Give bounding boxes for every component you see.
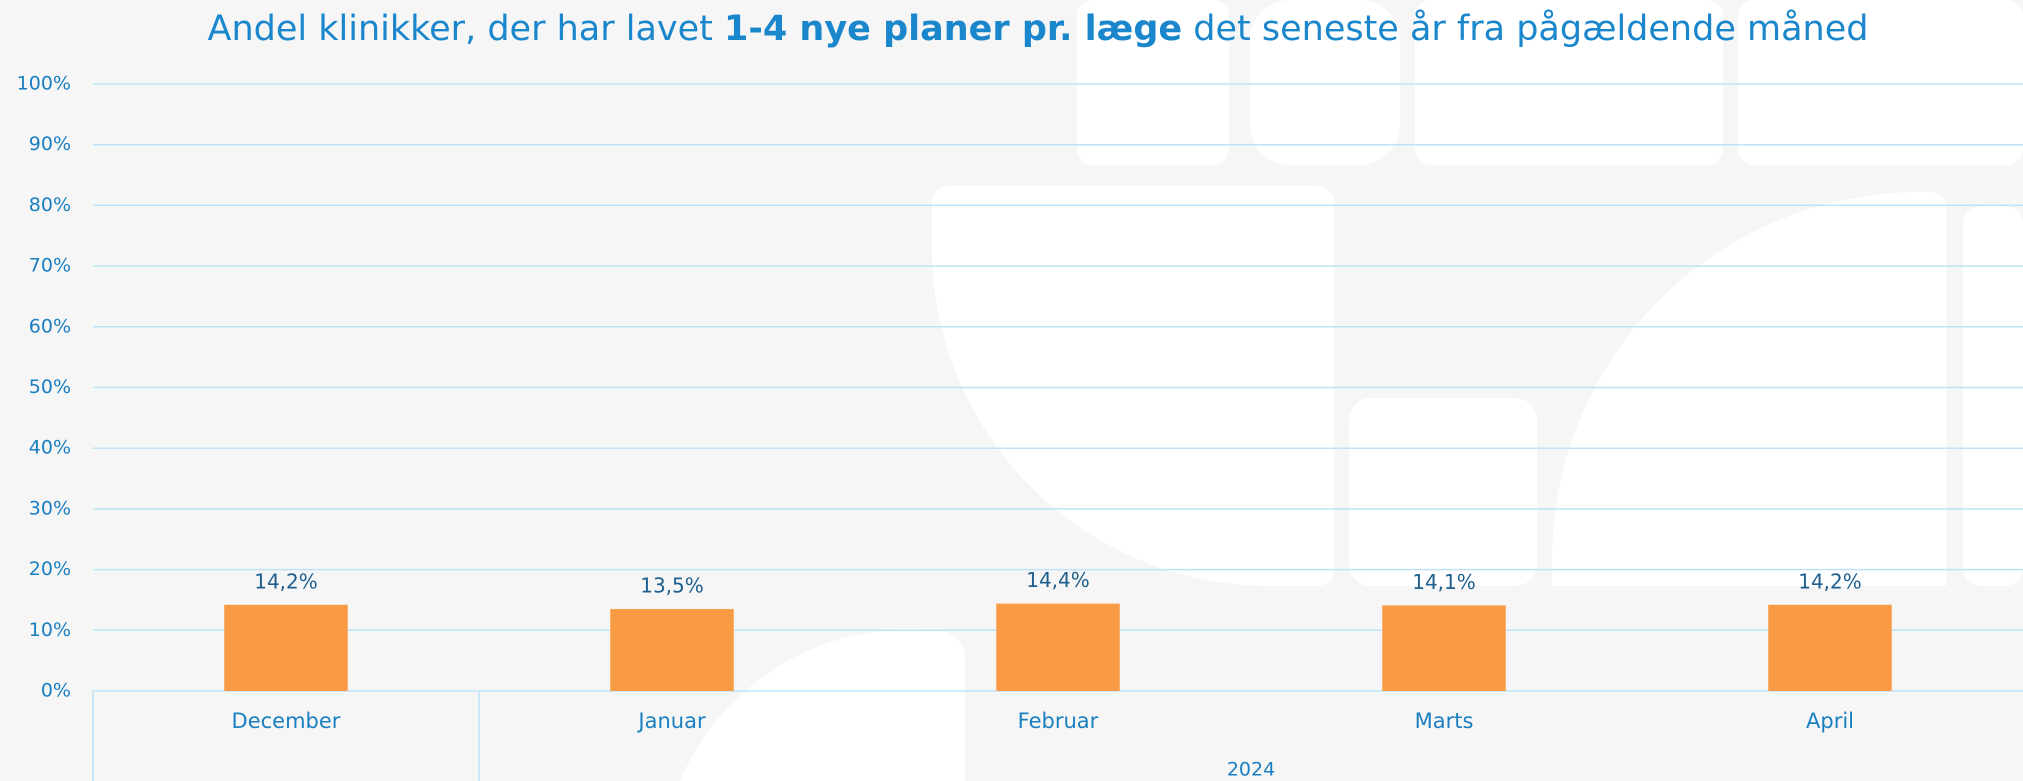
title-part: 1-4 nye planer pr. læge — [724, 9, 1182, 49]
y-tick-label: 10% — [29, 619, 71, 641]
x-tick-label: Marts — [1415, 709, 1474, 733]
y-tick-label: 90% — [29, 133, 71, 155]
value-label: 14,1% — [1412, 570, 1476, 594]
y-tick-label: 40% — [29, 437, 71, 459]
y-tick-label: 80% — [29, 194, 71, 216]
y-tick-label: 20% — [29, 558, 71, 580]
y-tick-label: 0% — [41, 680, 71, 702]
bar — [610, 609, 734, 691]
x-tick-label: April — [1806, 709, 1854, 733]
bar — [1768, 604, 1892, 691]
y-tick-label: 70% — [29, 255, 71, 277]
x-tick-label: Februar — [1018, 709, 1099, 733]
bar — [224, 604, 348, 691]
title-part: det seneste år fra pågældende måned — [1182, 8, 1868, 49]
y-tick-label: 30% — [29, 497, 71, 519]
background-decoration — [680, 0, 2023, 781]
y-tick-label: 60% — [29, 315, 71, 337]
x-tick-label: Januar — [636, 709, 706, 733]
value-label: 14,2% — [254, 569, 318, 593]
chart-title: Andel klinikker, der har lavet 1-4 nye p… — [208, 8, 1869, 49]
group-label: 2024 — [1227, 759, 1275, 781]
value-label: 13,5% — [640, 574, 704, 598]
bar — [1382, 605, 1506, 691]
title-part: Andel klinikker, der har lavet — [208, 9, 725, 49]
bar — [996, 603, 1120, 691]
value-label: 14,2% — [1798, 569, 1862, 593]
y-tick-label: 100% — [17, 73, 71, 95]
y-tick-label: 50% — [29, 376, 71, 398]
value-label: 14,4% — [1026, 568, 1090, 592]
x-tick-label: December — [232, 709, 341, 733]
